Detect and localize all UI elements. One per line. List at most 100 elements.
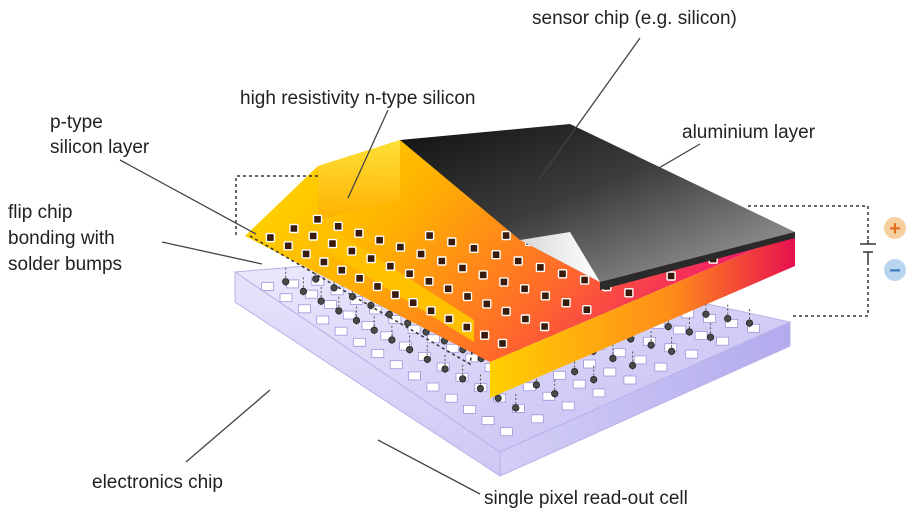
battery: + −	[860, 217, 906, 282]
pixel-pad	[327, 238, 338, 249]
pixel-pad	[395, 242, 406, 252]
pixel-pad	[444, 314, 454, 324]
pixel-pad	[437, 256, 447, 266]
pixel-pad	[390, 289, 401, 300]
pixel-pad	[666, 271, 676, 281]
readout-cell	[407, 324, 421, 334]
leader-electronics	[185, 389, 271, 463]
readout-cell	[334, 326, 348, 336]
pixel-pad	[457, 263, 468, 273]
aluminium-layer	[400, 124, 795, 290]
readout-cell	[654, 362, 668, 372]
readout-cell	[553, 370, 566, 380]
solder-bump	[685, 328, 694, 336]
pixel-pad	[482, 299, 492, 309]
readout-cell	[481, 416, 495, 426]
label-electronics: electronics chip	[92, 472, 223, 493]
readout-cell	[305, 289, 318, 299]
solder-bump	[590, 375, 598, 384]
pixel-pad	[462, 291, 473, 302]
readout-cell	[725, 318, 738, 328]
solder-bump	[370, 326, 378, 334]
pixel-pad	[499, 277, 509, 287]
pixel-pad	[333, 221, 343, 232]
readout-cell	[463, 404, 477, 414]
readout-cell	[369, 305, 383, 315]
readout-cell	[389, 360, 403, 370]
readout-cell	[399, 341, 413, 351]
plus-terminal	[884, 217, 906, 239]
electronics-chip-front-face	[499, 321, 791, 477]
pixel-pad	[283, 241, 293, 251]
solder-bump	[706, 333, 715, 341]
pixel-pad	[497, 338, 508, 349]
leader-lines	[119, 37, 701, 495]
readout-cell	[342, 310, 356, 320]
readout-cell	[673, 325, 686, 335]
pixel-pad	[404, 269, 415, 279]
pixel-pad	[312, 214, 323, 225]
solder-bump	[423, 355, 431, 363]
readout-cell	[572, 379, 586, 389]
solder-bump	[609, 354, 617, 362]
leader-pixel-cell	[377, 439, 481, 495]
label-aluminium: aluminium layer	[682, 122, 816, 143]
pixel-pad	[408, 298, 418, 308]
sensor-chip-raised-block-side	[318, 140, 400, 220]
pixel-pad	[539, 321, 550, 332]
readout-cell	[316, 315, 330, 325]
label-flip-line3: solder bumps	[8, 254, 122, 275]
readout-cell	[603, 367, 617, 377]
solder-bump	[551, 390, 559, 398]
pixel-pad	[513, 256, 523, 266]
pixel-pad	[372, 281, 383, 292]
solder-bump	[299, 287, 307, 295]
solder-bump	[459, 375, 467, 383]
readout-cell	[747, 323, 760, 333]
readout-cell	[716, 336, 729, 346]
readout-cell	[279, 293, 293, 303]
pixel-pad	[424, 276, 434, 286]
solder-bump	[317, 297, 325, 305]
solder-bump	[532, 381, 541, 389]
label-flip-line2: bonding with	[8, 228, 115, 249]
readout-cell	[380, 331, 394, 341]
aluminium-front-edge	[600, 232, 795, 290]
pixel-pad	[469, 243, 479, 254]
readout-cell	[371, 349, 385, 358]
readout-cell	[530, 414, 544, 424]
readout-cell	[408, 371, 421, 381]
leader-p-type	[119, 159, 257, 235]
solder-bump	[405, 345, 414, 354]
pixel-pad	[540, 291, 551, 301]
sensor-chip-front-face	[490, 232, 795, 398]
readout-cell	[694, 331, 708, 341]
pixel-pad	[535, 262, 546, 273]
pixel-pad	[557, 269, 568, 279]
pixel-pad	[478, 270, 488, 280]
pixel-pad	[301, 249, 311, 259]
readout-cell	[623, 375, 637, 385]
solder-bump	[647, 341, 655, 349]
solder-bump	[282, 278, 290, 286]
pixel-pad	[308, 231, 318, 241]
solder-bump	[512, 404, 520, 412]
readout-cell	[426, 334, 440, 344]
solder-bump	[494, 394, 502, 402]
leader-aluminium	[627, 143, 701, 187]
readout-cell	[685, 349, 699, 359]
readout-cell	[444, 393, 458, 403]
leader-sensor-chip	[539, 37, 641, 179]
solder-bump	[570, 367, 579, 376]
inner-dashed-outline	[249, 235, 473, 366]
solder-bump	[745, 319, 754, 327]
plus-sign: +	[889, 218, 901, 240]
readout-cell	[426, 382, 440, 392]
solder-bump	[664, 322, 672, 331]
solder-bump	[628, 361, 637, 370]
leader-high-resistivity	[347, 109, 389, 199]
pixel-pad	[366, 253, 376, 264]
minus-sign: −	[889, 260, 901, 282]
pixel-pad	[624, 288, 634, 298]
